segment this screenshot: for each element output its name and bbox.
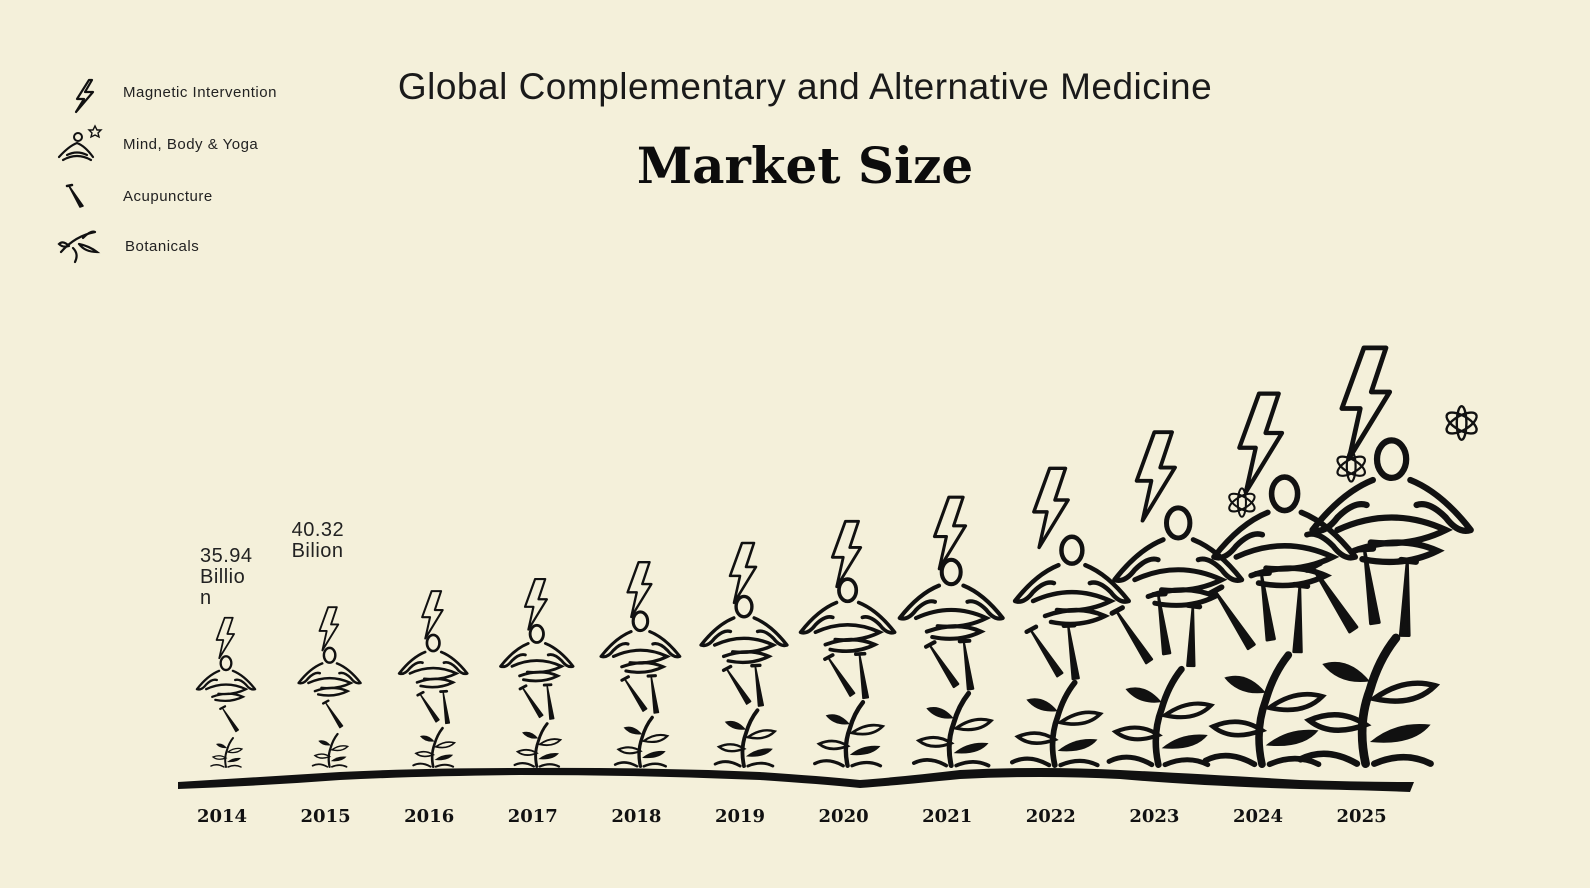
needle-mark-2017: [518, 682, 545, 722]
needle-mark-2023: [1111, 604, 1152, 668]
chart-subtitle: Market Size: [636, 136, 974, 195]
needle-mark-2020: [850, 651, 874, 701]
chart-title: Global Complementary and Alternative Med…: [397, 66, 1213, 107]
legend-label: Magnetic Intervention: [123, 84, 277, 101]
legend-item-magnetic: Magnetic Intervention: [55, 72, 315, 116]
legend-item-acupuncture: Acupuncture: [55, 176, 315, 220]
plant-mark-2024: [1205, 655, 1322, 764]
needle-mark-2025: [1306, 559, 1357, 639]
plant-mark-2022: [1012, 683, 1100, 766]
ground-line: [178, 767, 1414, 792]
meditating-person-icon: [57, 124, 103, 162]
atom-mark-2023: [1225, 487, 1259, 518]
year-label-2020: 2020: [819, 806, 869, 827]
needle-mark-2016: [436, 689, 454, 726]
plant-mark-2016: [411, 726, 456, 769]
year-label-2018: 2018: [611, 806, 661, 827]
plant-mark-2015: [311, 732, 349, 768]
bolt-mark-2022: [1032, 466, 1070, 550]
needle-mark-2022: [1059, 624, 1083, 679]
year-label-2024: 2024: [1233, 806, 1283, 827]
year-label-2021: 2021: [922, 806, 972, 827]
bolt-mark-2020: [830, 519, 863, 589]
value-label-2014: n: [200, 587, 212, 609]
yoga-mark-2014: [195, 655, 257, 703]
plant-mark-2023: [1109, 669, 1211, 764]
legend-item-botanicals: Botanicals: [55, 226, 315, 270]
needle-mark-2022: [1026, 624, 1063, 681]
lightning-bolt-icon: [74, 78, 95, 114]
bolt-mark-2014: [215, 616, 235, 660]
bolt-mark-2023: [1134, 430, 1177, 523]
year-label-2023: 2023: [1129, 806, 1179, 827]
year-label-2016: 2016: [404, 806, 454, 827]
bolt-mark-2017: [523, 577, 548, 631]
needle-mark-2021: [926, 639, 959, 691]
yoga-mark-2020: [798, 577, 897, 654]
needle-mark-2020: [822, 650, 857, 702]
bolt-mark-2024: [1239, 394, 1282, 492]
year-label-2017: 2017: [508, 806, 558, 827]
needle-icon: [65, 183, 84, 208]
needle-mark-2025: [1382, 558, 1428, 637]
value-label-2015: Bilion: [292, 540, 344, 562]
year-label-2022: 2022: [1026, 806, 1076, 827]
yoga-mark-2016: [397, 633, 469, 689]
plant-mark-2020: [815, 702, 883, 766]
needle-mark-2019: [721, 662, 753, 710]
atom-mark-2025: [1442, 405, 1481, 441]
needle-mark-2017: [539, 682, 559, 721]
plant-mark-2018: [613, 715, 670, 768]
needle-mark-2014: [218, 703, 240, 736]
yoga-mark-2015: [297, 646, 362, 697]
yoga-mark-2019: [699, 594, 789, 665]
needle-mark-2016: [416, 689, 441, 726]
plant-mark-2014: [210, 737, 243, 768]
needle-mark-2019: [746, 662, 769, 709]
needle-mark-2018: [643, 673, 664, 715]
plant-mark-2021: [914, 693, 991, 765]
yoga-mark-2017: [499, 623, 575, 683]
bolt-mark-2019: [728, 541, 758, 605]
needle-mark-2021: [956, 640, 978, 690]
value-label-2015: 40.32: [292, 519, 345, 541]
value-label-2014: Billio: [200, 566, 245, 588]
yoga-mark-2021: [900, 560, 1003, 639]
yoga-mark-2018: [599, 610, 682, 674]
plant-mark-2019: [713, 708, 777, 768]
bolt-mark-2015: [318, 606, 340, 652]
legend-label: Botanicals: [125, 238, 200, 255]
year-label-2025: 2025: [1337, 806, 1387, 827]
plant-icon: [57, 230, 101, 264]
legend-label: Acupuncture: [123, 188, 213, 205]
yoga-mark-2025: [1312, 440, 1470, 562]
needle-mark-2018: [619, 673, 649, 716]
needle-mark-2023: [1173, 604, 1210, 668]
year-label-2015: 2015: [301, 806, 351, 827]
plant-mark-2017: [513, 722, 562, 768]
needle-mark-2015: [321, 697, 345, 732]
legend-item-yoga: Mind, Body & Yoga: [55, 124, 315, 168]
needle-mark-2024: [1278, 583, 1319, 654]
value-label-2014: 35.94: [200, 545, 253, 567]
legend-label: Mind, Body & Yoga: [123, 136, 259, 153]
bolt-mark-2016: [421, 590, 444, 640]
bolt-mark-2018: [626, 560, 653, 619]
year-label-2019: 2019: [715, 806, 765, 827]
year-label-2014: 2014: [197, 806, 247, 827]
needle-mark-2024: [1209, 583, 1255, 654]
